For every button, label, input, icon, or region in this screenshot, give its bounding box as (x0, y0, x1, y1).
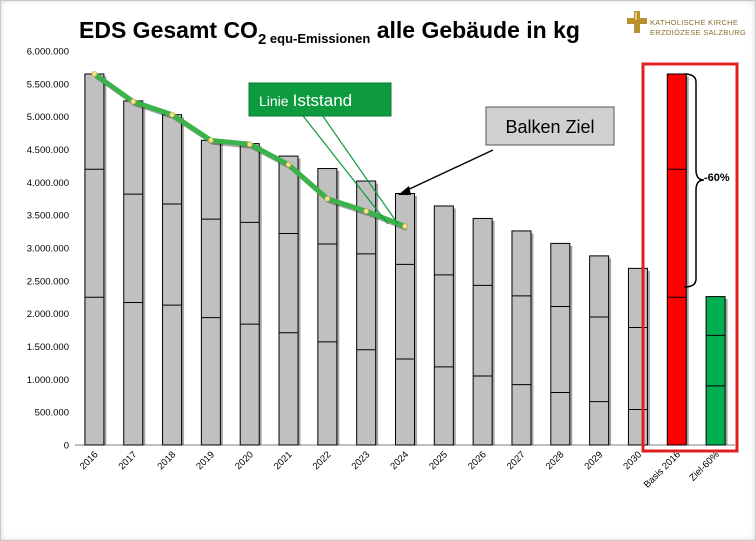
church-logo: KATHOLISCHE KIRCHE ERZDIÖZESE SALZBURG (627, 11, 746, 37)
y-tick-label: 500.000 (35, 408, 69, 419)
y-tick-label: 6.000.000 (27, 47, 69, 58)
bar-ziel-60- (705, 296, 726, 446)
logo-line2: ERZDIÖZESE SALZBURG (650, 28, 746, 37)
bar-2027 (511, 230, 532, 446)
x-tick-label: 2020 (233, 449, 256, 472)
iststand-point (363, 208, 370, 215)
bar-2029 (589, 255, 610, 446)
bar-2017 (123, 100, 144, 446)
reduction-label: -60% (704, 172, 730, 184)
y-tick-label: 5.000.000 (27, 112, 69, 123)
x-tick-label: 2029 (583, 449, 606, 472)
bar-2028 (550, 242, 571, 446)
bar-2024 (395, 192, 415, 446)
iststand-point (207, 137, 214, 144)
y-tick-label: 3.500.000 (27, 211, 69, 222)
cross-icon (627, 11, 647, 33)
iststand-point (402, 223, 408, 230)
arrow-head-icon (398, 186, 411, 195)
bar-2026 (472, 217, 493, 446)
callout-iststand-connector-a (319, 111, 399, 225)
x-tick-label: 2021 (272, 449, 295, 472)
bars (84, 73, 728, 446)
iststand-point (324, 195, 331, 202)
x-tick-label: 2025 (427, 449, 450, 472)
y-tick-label: 1.000.000 (27, 375, 69, 386)
y-tick-label: 2.500.000 (27, 276, 69, 287)
bar-2023 (356, 180, 377, 446)
callout-iststand: Linie Iststand (248, 82, 399, 225)
callout-iststand-box (248, 82, 392, 117)
bar-2025 (433, 205, 454, 446)
bar-2020 (239, 143, 260, 446)
x-tick-label: Basis 2016 (642, 449, 683, 490)
bar-2018 (162, 114, 183, 446)
bar-2021 (278, 155, 299, 446)
callout-arrow-line (402, 149, 494, 193)
x-tick-label: 2024 (388, 449, 411, 472)
x-tick-label: 2023 (350, 449, 373, 472)
callout-balken-text: Balken Ziel (505, 117, 594, 137)
iststand-point (285, 161, 292, 168)
x-tick-label: 2016 (78, 449, 101, 472)
x-tick-label: 2022 (311, 449, 334, 472)
y-tick-label: 3.000.000 (27, 244, 69, 255)
bar-2030 (627, 267, 648, 446)
x-tick-label: 2026 (466, 449, 489, 472)
iststand-point (91, 71, 98, 77)
x-tick-label: 2018 (155, 449, 178, 472)
callout-iststand-connector-b (299, 111, 389, 225)
y-tick-label: 5.500.000 (27, 79, 69, 90)
bar-2016 (84, 73, 105, 446)
callout-iststand-text: Linie Iststand (259, 91, 352, 110)
x-tick-label: 2030 (621, 449, 644, 472)
logo-line1: KATHOLISCHE KIRCHE (650, 18, 738, 27)
iststand-line (91, 71, 408, 231)
x-tick-label: 2028 (544, 449, 567, 472)
y-tick-label: 4.000.000 (27, 178, 69, 189)
iststand-point (169, 111, 175, 118)
y-tick-label: 0 (64, 441, 69, 452)
reduction-brace (683, 73, 705, 288)
x-tick-label: 2027 (505, 449, 528, 472)
iststand-point (130, 98, 137, 105)
y-tick-label: 1.500.000 (27, 342, 69, 353)
chart-title: EDS Gesamt CO2 equ-Emissionen alle Gebäu… (79, 17, 580, 48)
bar-2022 (317, 168, 338, 446)
bar-2019 (200, 139, 221, 446)
iststand-point (246, 141, 253, 148)
y-tick-label: 2.000.000 (27, 309, 69, 320)
target-highlight-box (641, 62, 739, 453)
x-tick-label: 2019 (194, 449, 217, 472)
y-tick-label: 4.500.000 (27, 145, 69, 156)
bar-basis-2016 (666, 73, 687, 446)
callout-balken-box (485, 106, 615, 146)
x-tick-label: Ziel-60% (687, 449, 722, 484)
callout-balken-ziel: Balken Ziel (398, 106, 615, 195)
x-tick-label: 2017 (117, 449, 140, 472)
